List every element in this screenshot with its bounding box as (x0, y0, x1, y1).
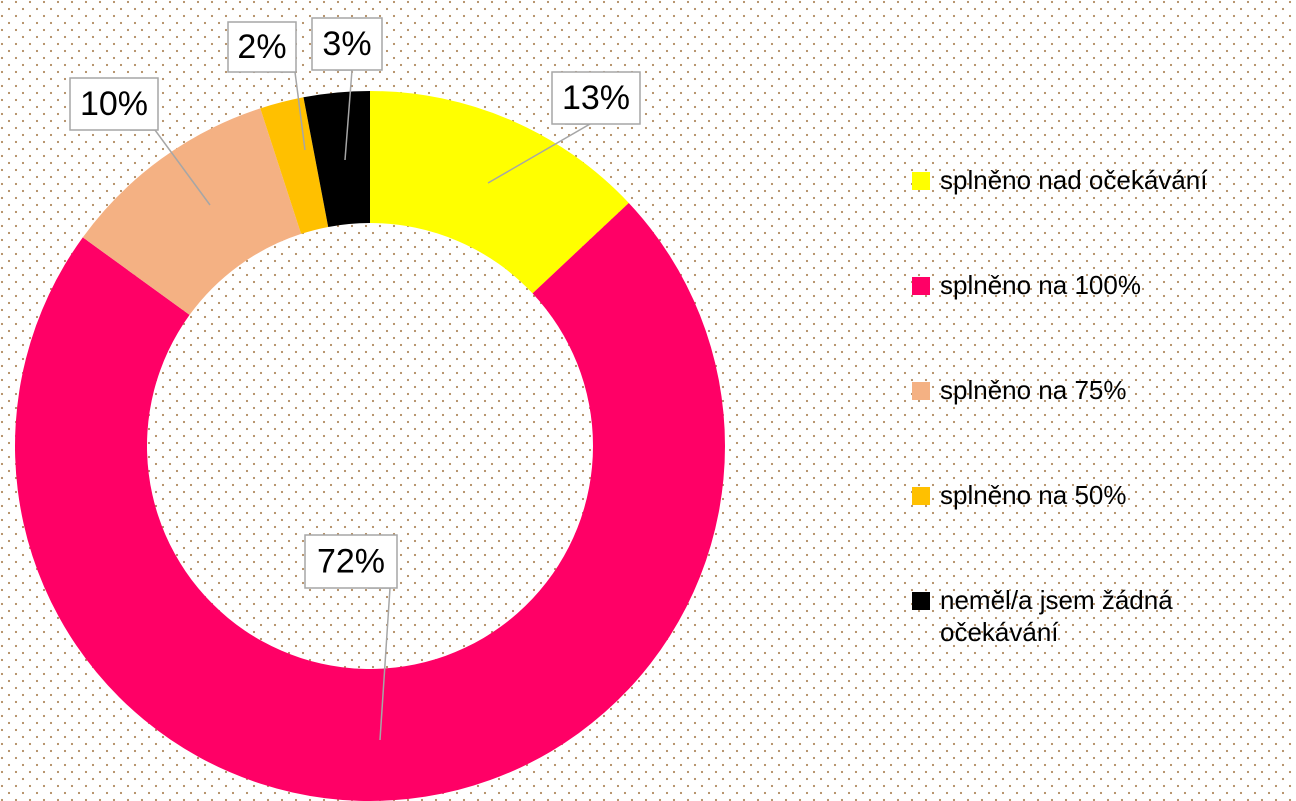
legend-item: splněno na 75% (912, 374, 1292, 479)
legend-label: neměl/a jsem žádná očekávání (940, 585, 1173, 647)
slice (260, 97, 329, 234)
legend-swatch (912, 487, 930, 505)
legend-item: splněno na 100% (912, 269, 1292, 374)
slice (82, 108, 302, 315)
legend: splněno nad očekávání splněno na 100% spln… (912, 164, 1292, 689)
legend-swatch (912, 592, 930, 610)
data-label: 3% (322, 25, 371, 63)
legend-label: splněno nad očekávání (940, 165, 1208, 195)
legend-label: splněno na 75% (940, 375, 1127, 405)
slice (303, 91, 370, 227)
legend-label: splněno na 50% (940, 480, 1127, 510)
callout-box (551, 71, 641, 125)
callout-box (227, 21, 297, 73)
legend-item: splněno na 50% (912, 479, 1292, 584)
legend-label: splněno na 100% (940, 270, 1141, 300)
callout-box (304, 534, 398, 589)
callout-box (69, 77, 159, 131)
legend-swatch (912, 172, 930, 190)
slice (370, 91, 629, 294)
data-label: 13% (562, 79, 630, 117)
data-label: 10% (80, 85, 148, 123)
legend-swatch (912, 277, 930, 295)
data-label: 72% (317, 542, 385, 580)
callout-box (311, 17, 383, 71)
data-label: 2% (237, 28, 286, 66)
legend-swatch (912, 382, 930, 400)
slice (14, 202, 726, 801)
legend-item: splněno nad očekávání (912, 164, 1292, 269)
legend-item: neměl/a jsem žádná očekávání (912, 584, 1292, 689)
